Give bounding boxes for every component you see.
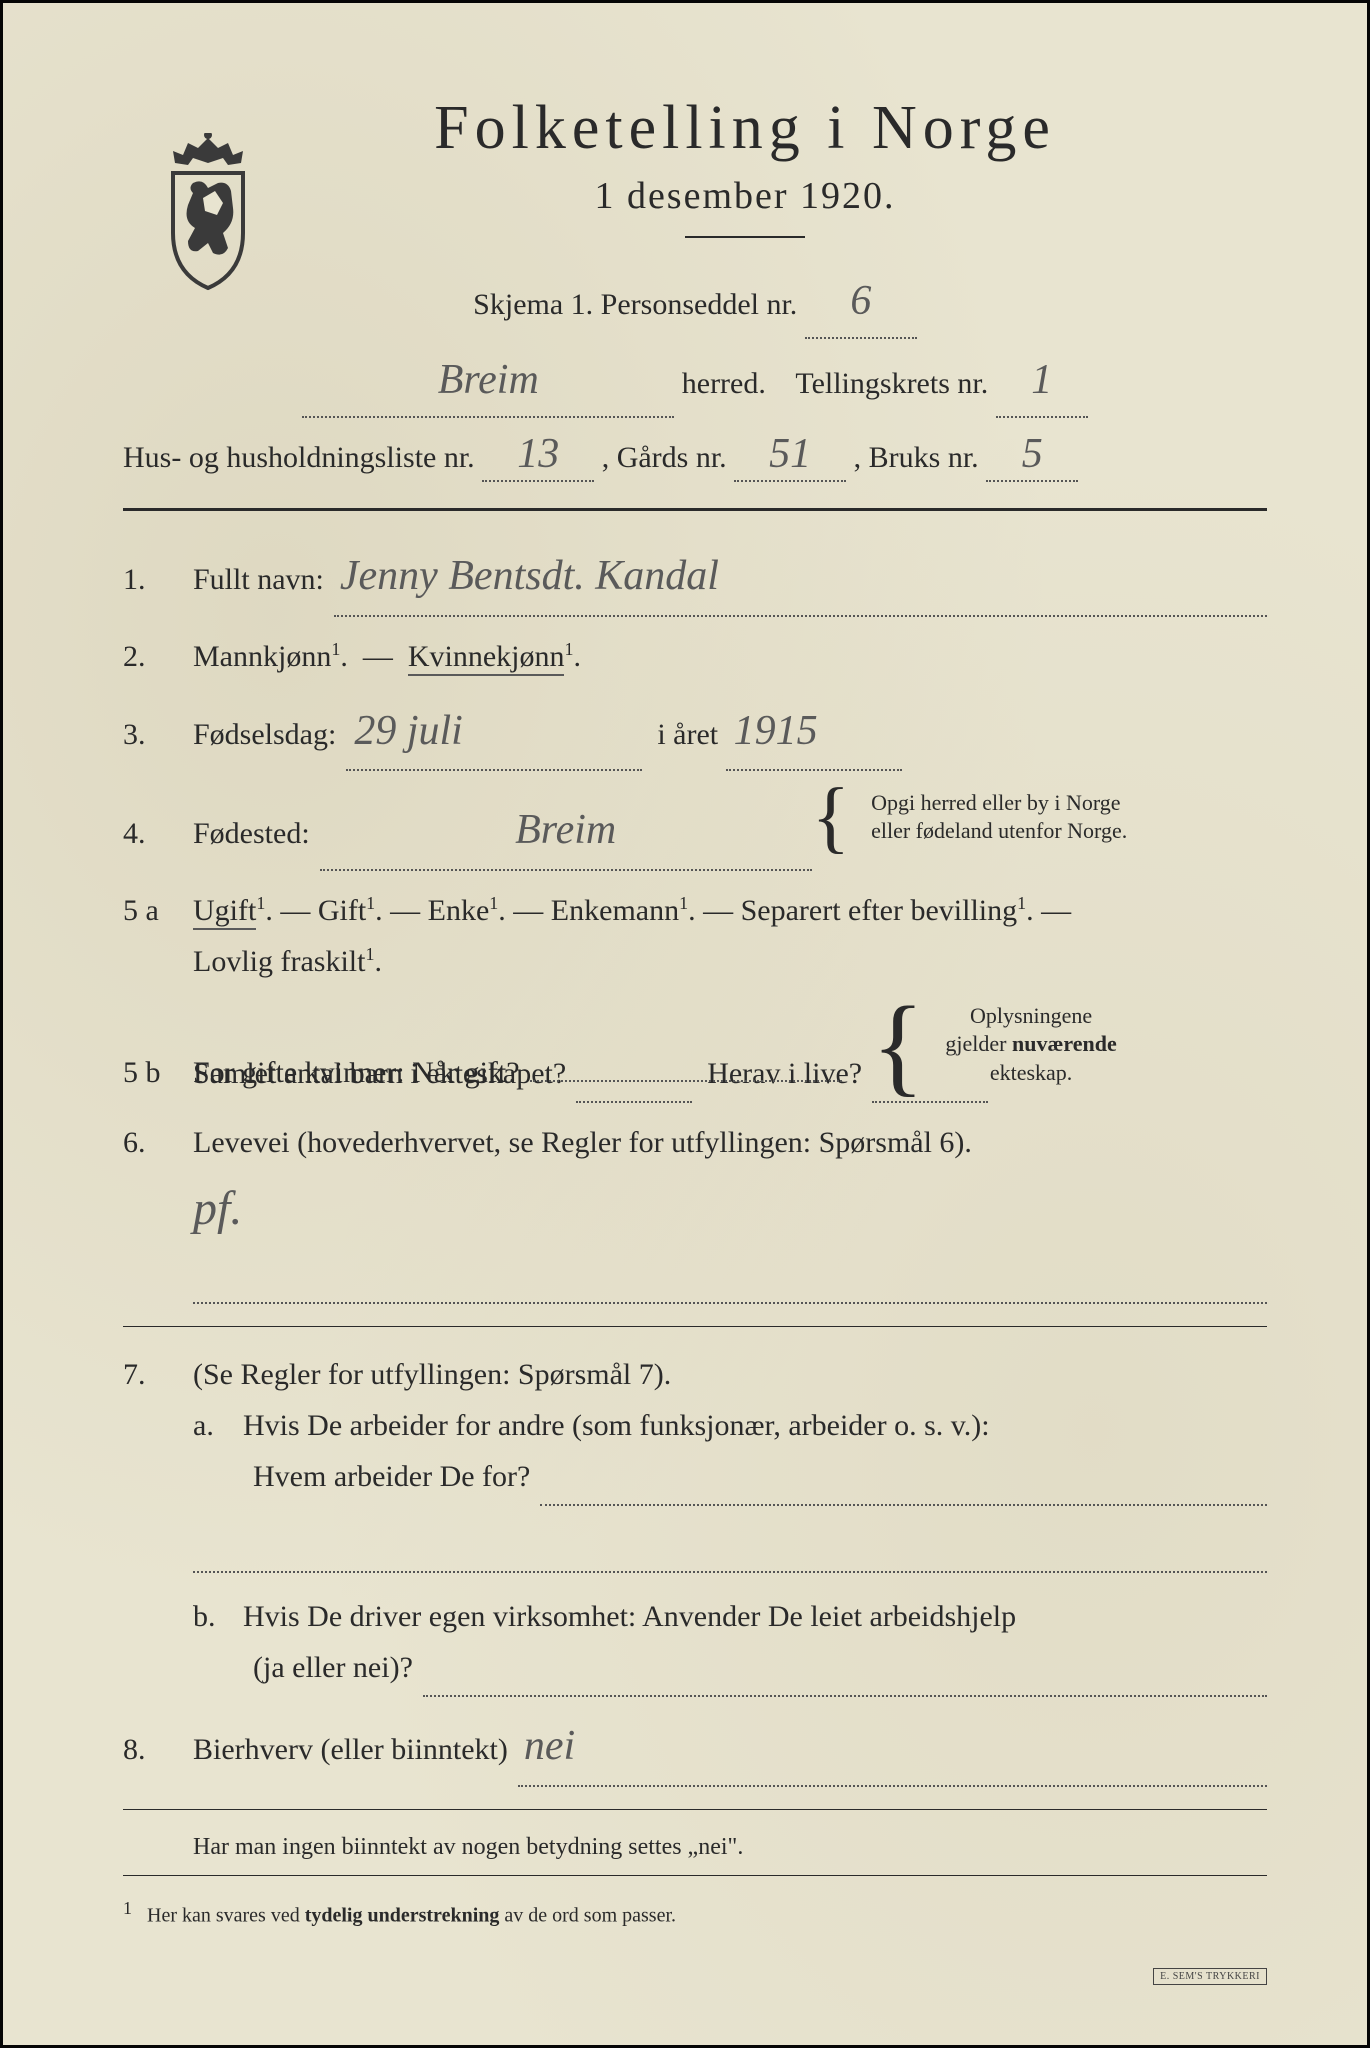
footnote-num: 1 — [123, 1898, 132, 1918]
q5a-opt-separert: Separert efter bevilling1. — [741, 885, 1034, 936]
header-block: Folketelling i Norge 1 desember 1920. — [223, 93, 1267, 238]
q4-num: 4. — [123, 808, 193, 859]
q5a-block: 5 a Ugift1. — Gift1. — Enke1. — Enkemann… — [123, 885, 1267, 987]
q5b-gift-value — [530, 1048, 842, 1082]
q5b-note1: Oplysningene — [970, 1003, 1092, 1028]
q5a-opt-fraskilt: Lovlig fraskilt1. — [193, 936, 382, 987]
footnote-text: Her kan svares ved tydelig understreknin… — [147, 1904, 676, 1926]
q2-option-kvinne: Kvinnekjønn1. — [408, 631, 581, 682]
census-form-page: Folketelling i Norge 1 desember 1920. Sk… — [0, 0, 1370, 2048]
q8-label: Bierhverv (eller biinntekt) — [193, 1724, 508, 1775]
brace-icon: { — [812, 785, 850, 849]
q4-block: 4. Fødested: Breim { Opgi herred eller b… — [123, 785, 1267, 870]
footnote-row: 1 Her kan svares ved tydelig understrekn… — [123, 1898, 1267, 1928]
divider-footer — [123, 1875, 1267, 1876]
q5b-live-value — [872, 1048, 988, 1103]
q6-line — [193, 1249, 1267, 1304]
q8-num: 8. — [123, 1724, 193, 1775]
q4-note2: eller fødeland utenfor Norge. — [871, 818, 1127, 843]
q5b-line2a: Samlet antal barn i ekteskapet? — [193, 1048, 566, 1099]
q5a-opt-ugift: Ugift1. — [193, 885, 273, 936]
gards-label: , Gårds nr. — [602, 441, 727, 474]
q4-label: Fødested: — [193, 808, 310, 859]
q2-block: 2. Mannkjønn1. — Kvinnekjønn1. — [123, 631, 1267, 682]
husliste-label: Hus- og husholdningsliste nr. — [123, 441, 475, 474]
q7a-line1: Hvis De arbeider for andre (som funksjon… — [243, 1400, 990, 1451]
divider-q8 — [123, 1809, 1267, 1810]
q6-num: 6. — [123, 1117, 193, 1168]
q3-day: 29 juli — [346, 696, 642, 771]
q3-year: 1915 — [726, 696, 902, 771]
gards-nr: 51 — [734, 430, 846, 482]
q5b-note3: ekteskap. — [990, 1060, 1072, 1085]
q7b-label: b. — [193, 1591, 243, 1642]
q2-dash: — — [363, 631, 393, 682]
q7a-line2: Hvem arbeider De for? — [253, 1451, 530, 1502]
printer-stamp: E. SEM'S TRYKKERI — [1153, 1968, 1267, 1985]
q3-block: 3. Fødselsdag: 29 juli i året 1915 — [123, 696, 1267, 771]
q1-block: 1. Fullt navn: Jenny Bentsdt. Kandal — [123, 541, 1267, 616]
q8-block: 8. Bierhverv (eller biinntekt) nei — [123, 1711, 1267, 1786]
footer-note: Har man ingen biinntekt av nogen betydni… — [193, 1834, 1267, 1861]
q4-note-wrap: { Opgi herred eller by i Norge eller fød… — [812, 785, 1128, 849]
divider-main — [123, 508, 1267, 511]
q5a-opt-enke: Enke1. — [428, 885, 506, 936]
tellingskrets-label: Tellingskrets nr. — [795, 367, 988, 400]
q2-option-mann: Mannkjønn1. — [193, 631, 348, 682]
meta-husliste-row: Hus- og husholdningsliste nr. 13 , Gårds… — [123, 430, 1267, 482]
meta-block: Skjema 1. Personseddel nr. 6 Breim herre… — [123, 268, 1267, 418]
herred-value: Breim — [302, 347, 674, 418]
meta-skjema-row: Skjema 1. Personseddel nr. 6 — [123, 268, 1267, 339]
q5a-opt-enkemann: Enkemann1. — [551, 885, 696, 936]
q3-label: Fødselsdag: — [193, 709, 336, 760]
page-title: Folketelling i Norge — [223, 93, 1267, 164]
skjema-label: Skjema 1. Personseddel nr. — [473, 288, 797, 321]
q2-num: 2. — [123, 631, 193, 682]
q7b-value — [423, 1642, 1267, 1697]
q7a-label: a. — [193, 1400, 243, 1451]
q4-value: Breim — [320, 795, 812, 870]
tellingskrets-nr: 1 — [996, 347, 1088, 418]
q6-value: pf. — [193, 1168, 242, 1250]
page-subtitle: 1 desember 1920. — [223, 174, 1267, 218]
q7-block: 7. (Se Regler for utfyllingen: Spørsmål … — [123, 1349, 1267, 1697]
q7b-line2: (ja eller nei)? — [253, 1642, 413, 1693]
husliste-nr: 13 — [482, 430, 594, 482]
q3-mid: i året — [657, 709, 718, 760]
title-divider — [685, 236, 805, 238]
herred-label: herred. — [682, 367, 766, 400]
q6-block: 6. Levevei (hovederhvervet, se Regler fo… — [123, 1117, 1267, 1305]
q7a-line-extra — [193, 1518, 1267, 1573]
q7-num: 7. — [123, 1349, 193, 1400]
q7b-line1: Hvis De driver egen virksomhet: Anvender… — [243, 1591, 1016, 1642]
q1-label: Fullt navn: — [193, 554, 324, 605]
q3-num: 3. — [123, 709, 193, 760]
bruks-label: , Bruks nr. — [854, 441, 979, 474]
q7a-value — [540, 1451, 1267, 1506]
divider-q6 — [123, 1326, 1267, 1327]
coat-of-arms-icon — [153, 133, 263, 293]
q5b-block: 5 b For gifte kvinner: Når gift? { Oplys… — [123, 1001, 1267, 1103]
shield-crown-svg — [153, 133, 263, 293]
q5a-num: 5 a — [123, 885, 193, 936]
meta-herred-row: Breim herred. Tellingskrets nr. 1 — [123, 347, 1267, 418]
q1-num: 1. — [123, 554, 193, 605]
q5a-opt-gift: Gift1. — [318, 885, 383, 936]
q6-label: Levevei (hovederhvervet, se Regler for u… — [193, 1117, 972, 1168]
q5b-num: 5 b — [123, 1047, 193, 1098]
q1-value: Jenny Bentsdt. Kandal — [334, 541, 1267, 616]
q7-label: (Se Regler for utfyllingen: Spørsmål 7). — [193, 1349, 671, 1400]
personseddel-nr: 6 — [805, 268, 917, 339]
q8-value: nei — [518, 1711, 1267, 1786]
bruks-nr: 5 — [986, 430, 1078, 482]
q4-note1: Opgi herred eller by i Norge — [871, 790, 1120, 815]
